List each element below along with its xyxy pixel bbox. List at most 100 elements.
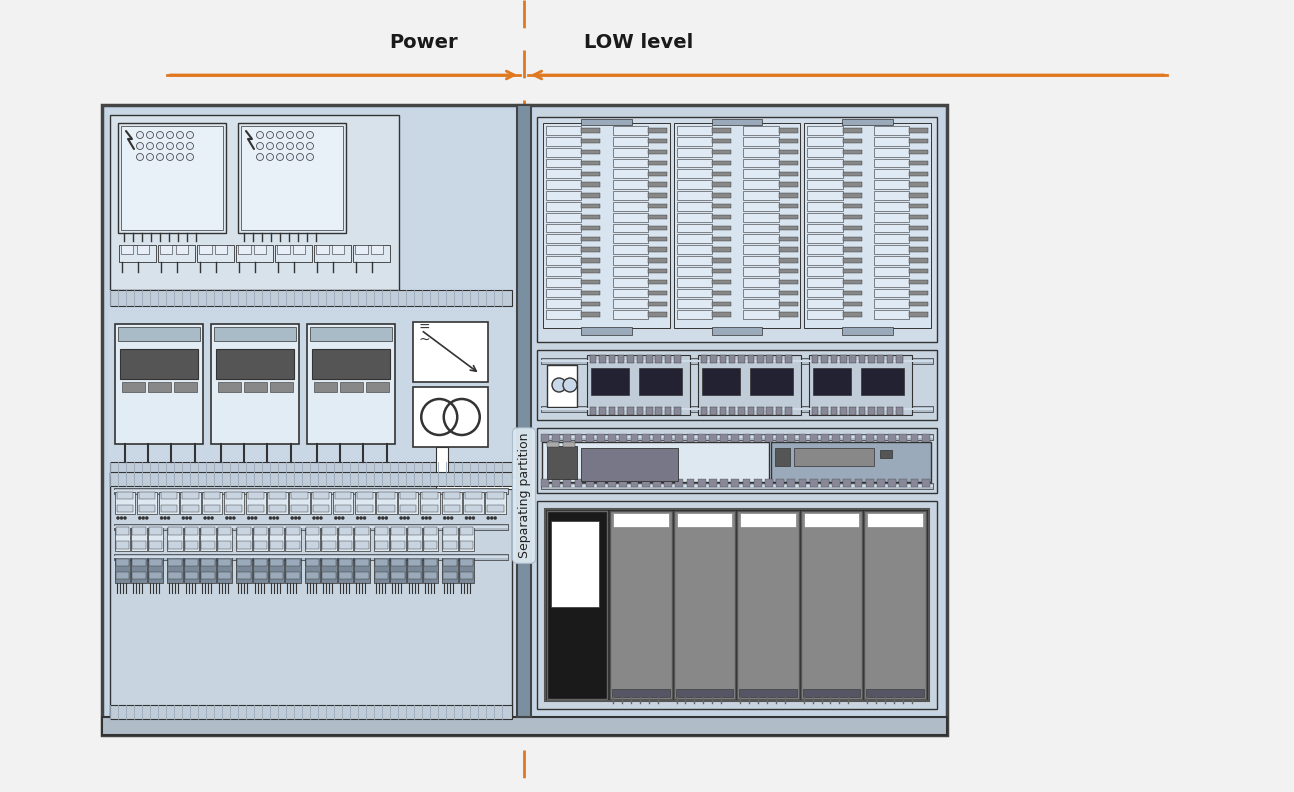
Bar [378, 492, 395, 499]
Bar [292, 245, 305, 254]
Bar [810, 434, 818, 442]
Bar [217, 541, 232, 549]
Bar [406, 527, 422, 551]
Bar [743, 126, 779, 135]
Bar [785, 407, 792, 415]
Bar [122, 245, 133, 254]
Bar [586, 479, 594, 487]
Bar [115, 557, 131, 583]
Bar [546, 126, 581, 135]
Bar [779, 150, 798, 154]
Bar [441, 492, 462, 514]
Bar [648, 193, 668, 197]
Bar [247, 492, 264, 499]
Bar [305, 572, 320, 579]
Bar [366, 382, 389, 392]
Bar [866, 689, 924, 697]
Bar [202, 527, 215, 535]
Bar [217, 559, 232, 566]
Bar [911, 434, 919, 442]
Circle shape [277, 143, 283, 150]
Bar [400, 505, 417, 512]
Bar [779, 247, 798, 252]
Bar [677, 180, 712, 189]
Bar [805, 123, 930, 328]
Bar [518, 105, 531, 717]
Bar [807, 158, 842, 167]
Bar [575, 434, 582, 442]
Text: LOW level: LOW level [585, 32, 694, 51]
Bar [599, 407, 606, 415]
Bar [335, 492, 351, 499]
Bar [114, 556, 509, 558]
Bar [586, 434, 594, 442]
Circle shape [494, 516, 497, 520]
Bar [653, 434, 661, 442]
Bar [322, 559, 335, 566]
Bar [687, 479, 695, 487]
Bar [648, 139, 668, 143]
Bar [910, 302, 929, 306]
Bar [637, 355, 643, 363]
Circle shape [157, 143, 163, 150]
Bar [546, 278, 581, 287]
Bar [102, 717, 947, 735]
Bar [729, 407, 735, 415]
Circle shape [342, 516, 344, 520]
Bar [743, 234, 779, 243]
Bar [214, 327, 296, 341]
Bar [779, 226, 798, 230]
Bar [422, 492, 439, 499]
Bar [553, 479, 560, 487]
Bar [581, 237, 600, 241]
Bar [581, 193, 600, 197]
Bar [216, 527, 232, 551]
Bar [110, 115, 400, 290]
Bar [339, 572, 352, 579]
Bar [339, 527, 352, 535]
Bar [612, 202, 648, 211]
Bar [355, 527, 370, 551]
Bar [148, 527, 163, 551]
Bar [677, 223, 712, 232]
Bar [305, 527, 321, 551]
Circle shape [167, 154, 173, 161]
Circle shape [233, 516, 236, 520]
Bar [238, 245, 251, 254]
Bar [459, 541, 474, 549]
Circle shape [211, 516, 214, 520]
Bar [822, 355, 828, 363]
Bar [356, 572, 369, 579]
Bar [202, 559, 215, 566]
Bar [795, 448, 873, 466]
Bar [712, 128, 731, 132]
Bar [237, 527, 251, 535]
Circle shape [146, 154, 154, 161]
Bar [543, 123, 670, 328]
Bar [886, 407, 893, 415]
Bar [158, 245, 195, 261]
Bar [541, 406, 933, 412]
Bar [729, 355, 735, 363]
Bar [701, 407, 708, 415]
Bar [844, 434, 851, 442]
Bar [677, 158, 712, 167]
Bar [807, 256, 842, 265]
Bar [424, 527, 437, 535]
Circle shape [163, 516, 167, 520]
Bar [859, 407, 866, 415]
Bar [581, 312, 600, 317]
Bar [709, 434, 717, 442]
Bar [184, 557, 199, 583]
Bar [537, 350, 937, 420]
Bar [646, 407, 652, 415]
Bar [114, 488, 509, 494]
Bar [459, 527, 475, 551]
Circle shape [490, 516, 493, 520]
Bar [444, 559, 457, 566]
Bar [581, 204, 600, 208]
Bar [674, 407, 681, 415]
Bar [754, 479, 762, 487]
Bar [286, 572, 300, 579]
Bar [842, 327, 893, 335]
